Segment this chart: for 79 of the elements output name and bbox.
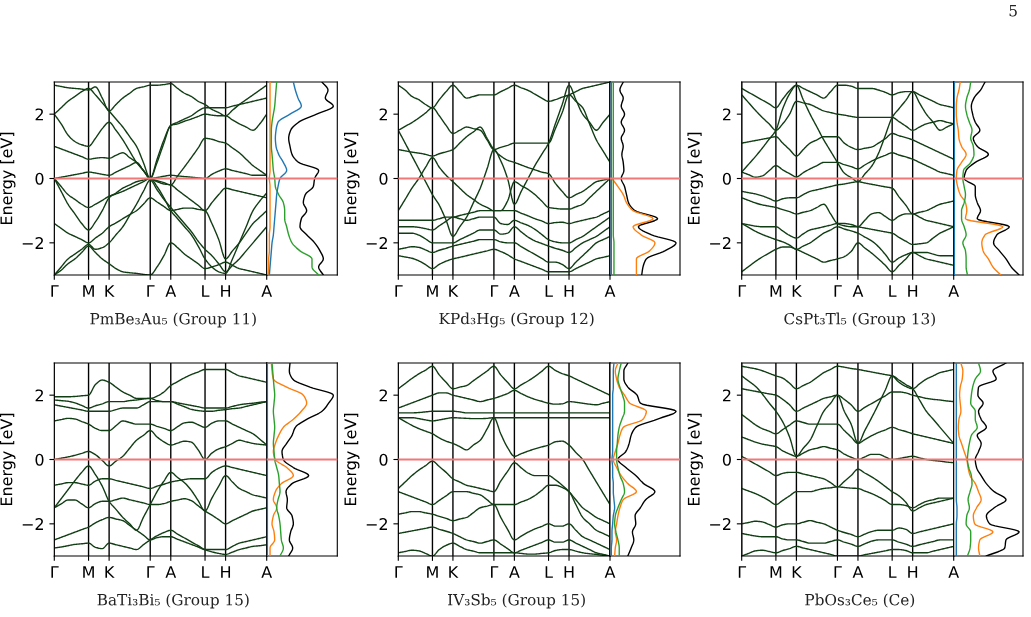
y-tick-label: −2 <box>22 518 43 530</box>
x-tick-label: A <box>948 285 960 297</box>
x-tick-label: Γ <box>738 566 747 578</box>
y-axis-title: Energy [eV] <box>344 413 360 506</box>
y-axis-title: Energy [eV] <box>344 132 360 225</box>
y-tick-label: 2 <box>35 108 43 121</box>
y-tick-label: 2 <box>379 108 387 121</box>
x-tick-label: L <box>202 285 210 297</box>
y-tick-label: −2 <box>710 518 731 530</box>
x-tick-label: H <box>564 566 574 578</box>
x-tick-label: Γ <box>51 566 59 578</box>
x-tick-label: H <box>221 566 231 578</box>
y-axis-title: Energy [eV] <box>0 413 16 506</box>
x-tick-label: Γ <box>395 285 403 297</box>
y-tick-label: 2 <box>379 389 387 402</box>
x-tick-label: A <box>852 566 864 578</box>
text: PmBe₃Au₅ (Group 11) <box>90 312 256 328</box>
x-tick-label: M <box>770 566 782 578</box>
text: 5 <box>1009 5 1017 17</box>
x-tick-label: A <box>604 566 616 578</box>
y-tick-label: −2 <box>710 237 731 249</box>
x-tick-label: Γ <box>147 566 155 578</box>
y-tick-label: 0 <box>379 172 388 185</box>
x-tick-label: L <box>889 566 897 578</box>
x-tick-label: H <box>564 285 574 297</box>
y-tick-label: −2 <box>366 237 387 249</box>
y-tick-label: 2 <box>722 389 731 402</box>
x-tick-label: L <box>889 285 897 297</box>
y-tick-label: 2 <box>35 389 43 402</box>
y-tick-label: 0 <box>35 453 44 466</box>
x-tick-label: K <box>105 566 115 578</box>
y-tick-label: 0 <box>722 453 731 466</box>
x-tick-label: H <box>221 285 231 297</box>
x-tick-label: Γ <box>834 285 842 297</box>
x-tick-label: Γ <box>395 566 403 578</box>
text: PbOs₃Ce₅ (Ce) <box>805 593 915 608</box>
x-tick-label: A <box>261 566 273 578</box>
x-tick-label: Γ <box>51 285 59 297</box>
y-axis-title: Energy [eV] <box>687 413 703 506</box>
x-tick-label: K <box>449 285 459 297</box>
x-tick-label: H <box>908 566 918 578</box>
y-axis-title: Energy [eV] <box>0 132 16 225</box>
y-tick-label: 0 <box>379 453 388 466</box>
x-tick-label: A <box>948 566 960 578</box>
x-tick-label: Γ <box>738 285 747 297</box>
x-tick-label: Γ <box>491 566 499 578</box>
x-tick-label: L <box>545 566 553 578</box>
x-tick-label: H <box>908 285 918 297</box>
y-tick-label: 2 <box>722 108 731 121</box>
y-tick-label: 0 <box>35 172 44 185</box>
y-tick-label: 0 <box>722 172 731 185</box>
text: KPd₃Hg₅ (Group 12) <box>439 312 594 328</box>
x-tick-label: Γ <box>834 566 842 578</box>
x-tick-label: A <box>261 285 273 297</box>
x-tick-label: M <box>427 285 438 297</box>
x-tick-label: A <box>509 566 520 578</box>
x-tick-label: Γ <box>491 285 499 297</box>
x-tick-label: M <box>770 285 782 297</box>
x-tick-label: K <box>449 566 459 578</box>
x-tick-label: M <box>83 285 94 297</box>
x-tick-label: K <box>105 285 115 297</box>
x-tick-label: K <box>792 285 802 297</box>
x-tick-label: A <box>509 285 520 297</box>
x-tick-label: M <box>427 566 438 578</box>
x-tick-label: A <box>852 285 864 297</box>
x-tick-label: A <box>165 285 177 297</box>
x-tick-label: Γ <box>147 285 155 297</box>
text: BaTi₃Bi₅ (Group 15) <box>97 593 249 609</box>
x-tick-label: M <box>83 566 94 578</box>
x-tick-label: L <box>545 285 553 297</box>
y-tick-label: −2 <box>22 237 43 249</box>
y-tick-label: −2 <box>366 518 387 530</box>
text: CsPt₃Tl₅ (Group 13) <box>784 312 935 328</box>
x-tick-label: A <box>604 285 616 297</box>
y-axis-title: Energy [eV] <box>687 132 703 225</box>
x-tick-label: L <box>202 566 210 578</box>
x-tick-label: A <box>165 566 177 578</box>
text: IV₃Sb₅ (Group 15) <box>448 593 585 609</box>
x-tick-label: K <box>792 566 802 578</box>
